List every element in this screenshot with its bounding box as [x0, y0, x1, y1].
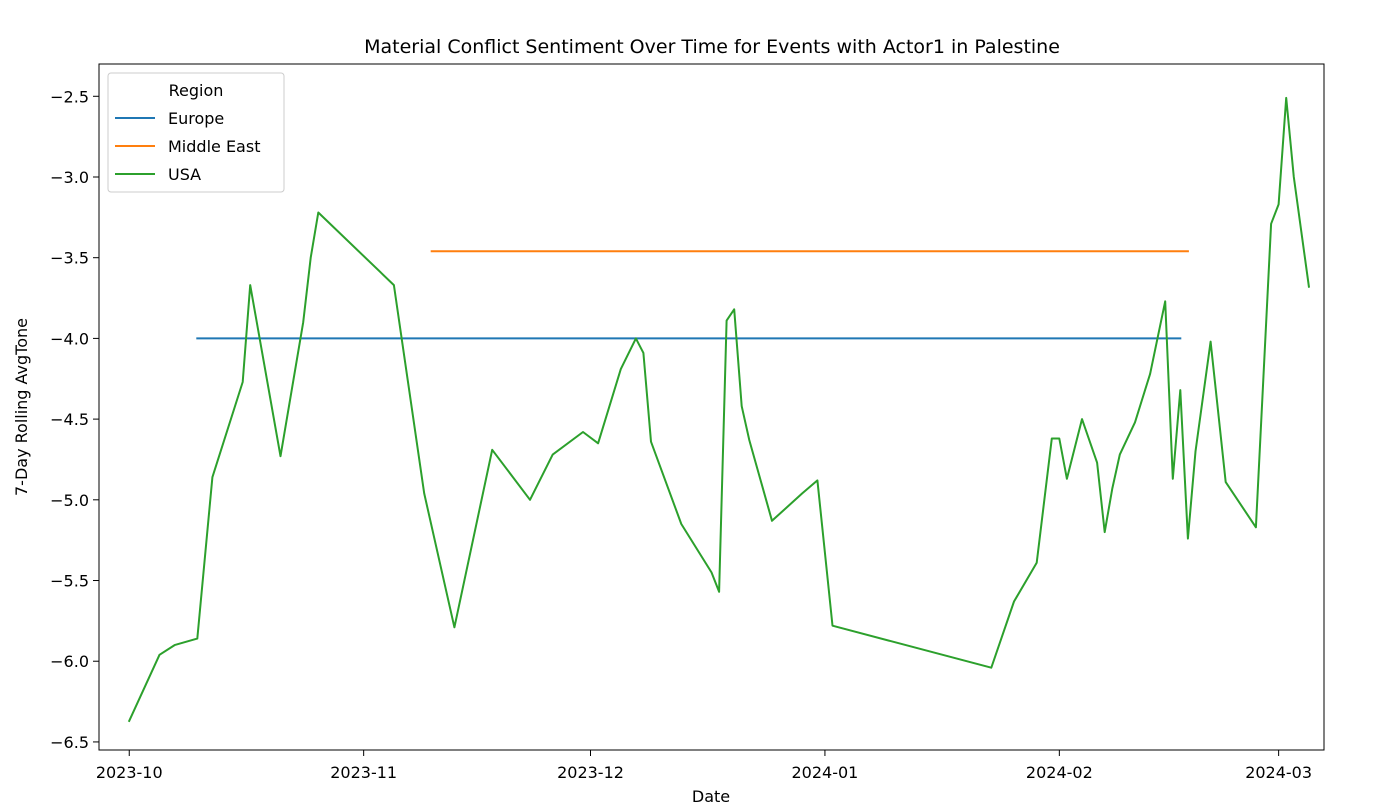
series-layer — [127, 96, 1311, 723]
series-line-usa — [127, 96, 1311, 723]
x-axis-label: Date — [692, 787, 730, 806]
chart-title: Material Conflict Sentiment Over Time fo… — [364, 36, 1060, 58]
legend-label: Middle East — [168, 137, 260, 156]
legend-item-usa: USA — [115, 165, 201, 184]
y-tick-label: −6.5 — [50, 733, 89, 752]
legend-entries: Europe Middle East USA — [115, 109, 260, 184]
x-tick-label: 2023-11 — [330, 763, 397, 782]
x-tick-label: 2023-12 — [557, 763, 624, 782]
y-tick-label: −3.0 — [50, 168, 89, 187]
legend-label: USA — [168, 165, 201, 184]
y-tick-label: −4.5 — [50, 410, 89, 429]
y-axis: −6.5 −6.0 −5.5 −5.0 −4.5 −4.0 −3.5 −3.0 −2.5 — [50, 87, 99, 752]
y-tick-label: −5.0 — [50, 491, 89, 510]
legend-box — [107, 72, 285, 193]
legend-item-middle-east: Middle East — [115, 137, 260, 156]
plot-area — [98, 63, 1325, 751]
y-tick-label: −2.5 — [50, 87, 89, 106]
x-tick-label: 2024-03 — [1245, 763, 1312, 782]
y-axis-label: 7-Day Rolling AvgTone — [12, 318, 31, 496]
x-tick-label: 2023-10 — [96, 763, 163, 782]
x-tick-label: 2024-02 — [1026, 763, 1093, 782]
legend-label: Europe — [168, 109, 224, 128]
y-tick-label: −5.5 — [50, 572, 89, 591]
y-tick-label: −3.5 — [50, 249, 89, 268]
legend: Region Europe Middle East USA — [107, 72, 285, 193]
legend-title: Region — [169, 81, 224, 100]
legend-item-europe: Europe — [115, 109, 224, 128]
y-tick-label: −4.0 — [50, 329, 89, 348]
x-tick-label: 2024-01 — [791, 763, 858, 782]
y-tick-label: −6.0 — [50, 652, 89, 671]
x-axis: 2023-10 2023-11 2023-12 2024-01 2024-02 2024-… — [96, 750, 1312, 782]
